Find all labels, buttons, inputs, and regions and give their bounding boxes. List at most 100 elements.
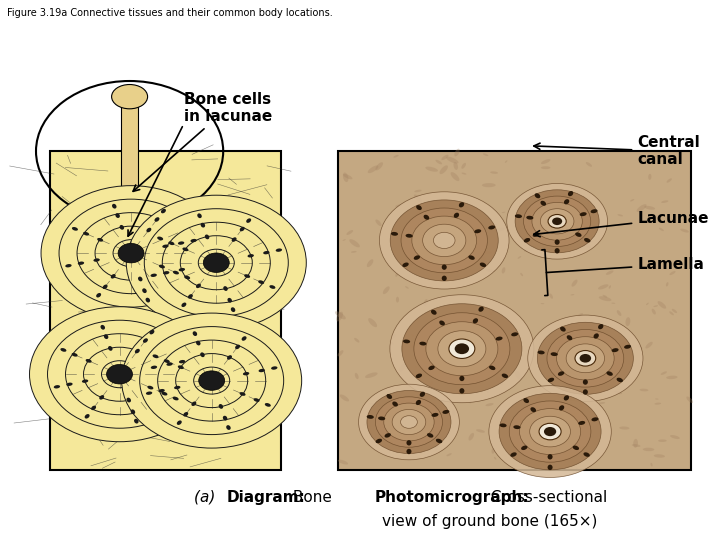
Circle shape	[438, 330, 486, 367]
Ellipse shape	[575, 467, 578, 469]
Circle shape	[426, 322, 498, 376]
Ellipse shape	[145, 298, 150, 302]
Ellipse shape	[433, 402, 437, 407]
Ellipse shape	[431, 413, 438, 417]
Circle shape	[203, 253, 229, 272]
Ellipse shape	[146, 228, 151, 232]
Ellipse shape	[639, 389, 649, 392]
Circle shape	[520, 409, 581, 455]
Ellipse shape	[502, 267, 505, 274]
Ellipse shape	[109, 192, 150, 219]
Ellipse shape	[439, 165, 448, 174]
Ellipse shape	[111, 274, 116, 279]
Ellipse shape	[606, 271, 613, 275]
Circle shape	[523, 196, 590, 246]
Circle shape	[77, 213, 185, 294]
Ellipse shape	[541, 201, 546, 206]
Ellipse shape	[555, 431, 562, 435]
Ellipse shape	[524, 238, 530, 242]
Ellipse shape	[219, 404, 223, 409]
Ellipse shape	[148, 386, 153, 389]
Circle shape	[412, 216, 477, 265]
Circle shape	[566, 344, 605, 373]
Ellipse shape	[548, 454, 553, 460]
Ellipse shape	[528, 192, 534, 199]
Ellipse shape	[654, 454, 665, 458]
Ellipse shape	[608, 285, 611, 289]
Bar	[338, 151, 691, 470]
Circle shape	[507, 184, 608, 259]
Ellipse shape	[158, 389, 165, 393]
Ellipse shape	[666, 376, 678, 379]
Ellipse shape	[143, 338, 148, 343]
Ellipse shape	[661, 200, 668, 203]
Ellipse shape	[495, 376, 503, 386]
Ellipse shape	[403, 340, 410, 343]
Ellipse shape	[419, 342, 426, 346]
Ellipse shape	[473, 318, 478, 323]
Ellipse shape	[146, 392, 152, 395]
Ellipse shape	[436, 438, 442, 443]
Ellipse shape	[243, 372, 249, 375]
Ellipse shape	[269, 285, 276, 289]
Ellipse shape	[524, 246, 536, 252]
Ellipse shape	[366, 259, 374, 267]
Ellipse shape	[242, 336, 246, 341]
Ellipse shape	[531, 407, 536, 412]
Ellipse shape	[455, 379, 469, 384]
Ellipse shape	[173, 397, 179, 400]
Ellipse shape	[426, 167, 438, 172]
Ellipse shape	[550, 209, 555, 213]
Ellipse shape	[244, 274, 250, 278]
Ellipse shape	[343, 172, 348, 182]
Ellipse shape	[253, 398, 260, 402]
Ellipse shape	[384, 433, 391, 437]
Circle shape	[199, 371, 225, 390]
Ellipse shape	[500, 423, 507, 427]
Ellipse shape	[428, 424, 436, 434]
Circle shape	[126, 195, 306, 330]
Ellipse shape	[354, 338, 359, 342]
Bar	[50, 151, 281, 470]
Circle shape	[499, 393, 601, 470]
Ellipse shape	[387, 394, 392, 399]
Ellipse shape	[514, 370, 522, 380]
Ellipse shape	[365, 373, 377, 378]
Ellipse shape	[486, 390, 489, 394]
Ellipse shape	[534, 417, 536, 421]
Ellipse shape	[554, 248, 559, 253]
Ellipse shape	[489, 224, 498, 228]
Ellipse shape	[439, 320, 445, 326]
Ellipse shape	[72, 227, 78, 231]
Ellipse shape	[391, 232, 398, 236]
Ellipse shape	[452, 409, 456, 416]
Ellipse shape	[515, 214, 522, 218]
Ellipse shape	[416, 210, 429, 215]
Ellipse shape	[494, 457, 496, 460]
Bar	[121, 102, 138, 200]
Ellipse shape	[559, 405, 564, 410]
Ellipse shape	[593, 333, 599, 339]
Circle shape	[375, 397, 443, 447]
Ellipse shape	[150, 274, 157, 277]
Ellipse shape	[406, 449, 412, 454]
Circle shape	[552, 218, 562, 225]
Circle shape	[390, 295, 534, 403]
Ellipse shape	[616, 377, 623, 382]
Circle shape	[515, 190, 599, 253]
Ellipse shape	[598, 284, 608, 289]
Circle shape	[557, 337, 614, 380]
Ellipse shape	[368, 318, 377, 327]
Ellipse shape	[231, 307, 235, 312]
Ellipse shape	[511, 332, 518, 336]
Circle shape	[390, 200, 498, 281]
Ellipse shape	[544, 191, 557, 197]
Ellipse shape	[368, 165, 379, 173]
Ellipse shape	[489, 366, 495, 370]
Ellipse shape	[617, 310, 621, 316]
Ellipse shape	[447, 247, 455, 252]
Ellipse shape	[204, 234, 210, 239]
Ellipse shape	[97, 238, 103, 241]
Ellipse shape	[376, 438, 382, 443]
Ellipse shape	[588, 338, 594, 340]
